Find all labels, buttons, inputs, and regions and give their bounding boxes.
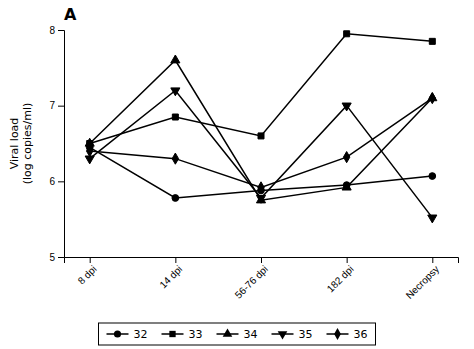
y-tick: 5 [49,252,64,263]
marks [85,31,437,223]
chart: 8 dpi 14 dpi 56-76 dpi 182 dpi Necropsy 5 6 7 8 V… [0,0,474,349]
legend-label: 35 [299,328,313,341]
y-tick-mark [58,106,64,107]
x-tick-mark [261,257,262,263]
point [171,88,180,96]
plot: 8 dpi 14 dpi 56-76 dpi 182 dpi Necropsy 5 6 7 8 V… [8,25,459,301]
legend-label: 34 [244,328,258,341]
point [429,173,436,180]
y-tick-label: 6 [49,176,55,187]
y-axis-line [58,31,65,258]
legend: 32 33 34 35 36 [99,323,376,345]
y-tick-label: 7 [49,100,55,111]
y-tick-mark [58,257,64,258]
point [256,195,265,203]
x-tick-mark [90,257,91,263]
x-tick-label: 14 dpi [157,263,184,290]
legend-item: 33 [162,328,203,341]
point [172,153,178,164]
x-tick: 182 dpi [325,257,356,294]
x-tick: Necropsy [404,257,442,301]
series-line [90,60,433,200]
point [258,182,264,193]
legend-label: 33 [189,328,203,341]
y-tick: 7 [49,100,64,111]
x-tick: 14 dpi [157,257,184,290]
title: A [64,5,77,24]
point [256,195,265,203]
x-tick: 8 dpi [76,257,99,286]
x-tick-label: 182 dpi [325,263,356,294]
x-tick-mark [432,257,433,263]
y-axis: 5 6 7 8 [49,25,64,263]
x-tick-label: 56-76 dpi [233,263,270,300]
y-tick-mark [58,181,64,182]
legend-item: 36 [327,328,368,341]
x-axis-line [65,258,459,264]
point [429,38,435,44]
y-axis-title: Viral load(log copies/ml) [8,103,34,185]
legend-marker [334,328,341,340]
point [429,93,435,104]
legend-item: 35 [272,328,313,341]
point [344,31,350,37]
legend-frame [99,323,376,345]
point [172,195,179,202]
point [428,215,437,223]
series-line [90,98,433,187]
x-tick: 56-76 dpi [233,257,270,301]
y-tick-label: 5 [49,252,55,263]
legend-marker [223,328,233,336]
legend-item: 34 [217,328,258,341]
x-axis: 8 dpi 14 dpi 56-76 dpi 182 dpi Necropsy [65,257,459,301]
point [86,145,92,156]
y-tick-mark [58,30,64,31]
point [342,182,351,190]
x-tick-mark [347,257,348,263]
legend-label: 36 [354,328,368,341]
y-axis-title-line: (log copies/ml) [21,103,34,185]
y-tick: 6 [49,176,64,187]
legend-marker [114,330,121,337]
point [171,55,180,63]
point [258,133,264,139]
x-tick-label: 8 dpi [76,263,99,286]
legend-label: 32 [134,328,148,341]
point [342,103,351,111]
point [343,152,349,163]
legend-item: 32 [107,328,148,341]
series-line [90,91,433,218]
legend-marker [169,331,175,337]
series-line [90,34,433,144]
point [172,114,178,120]
y-axis-title-line: Viral load [8,118,21,170]
y-tick-label: 8 [49,25,55,36]
x-tick-label: Necropsy [404,263,442,301]
legend-marker [278,331,288,339]
y-tick: 8 [49,25,64,36]
x-tick-mark [175,257,176,263]
